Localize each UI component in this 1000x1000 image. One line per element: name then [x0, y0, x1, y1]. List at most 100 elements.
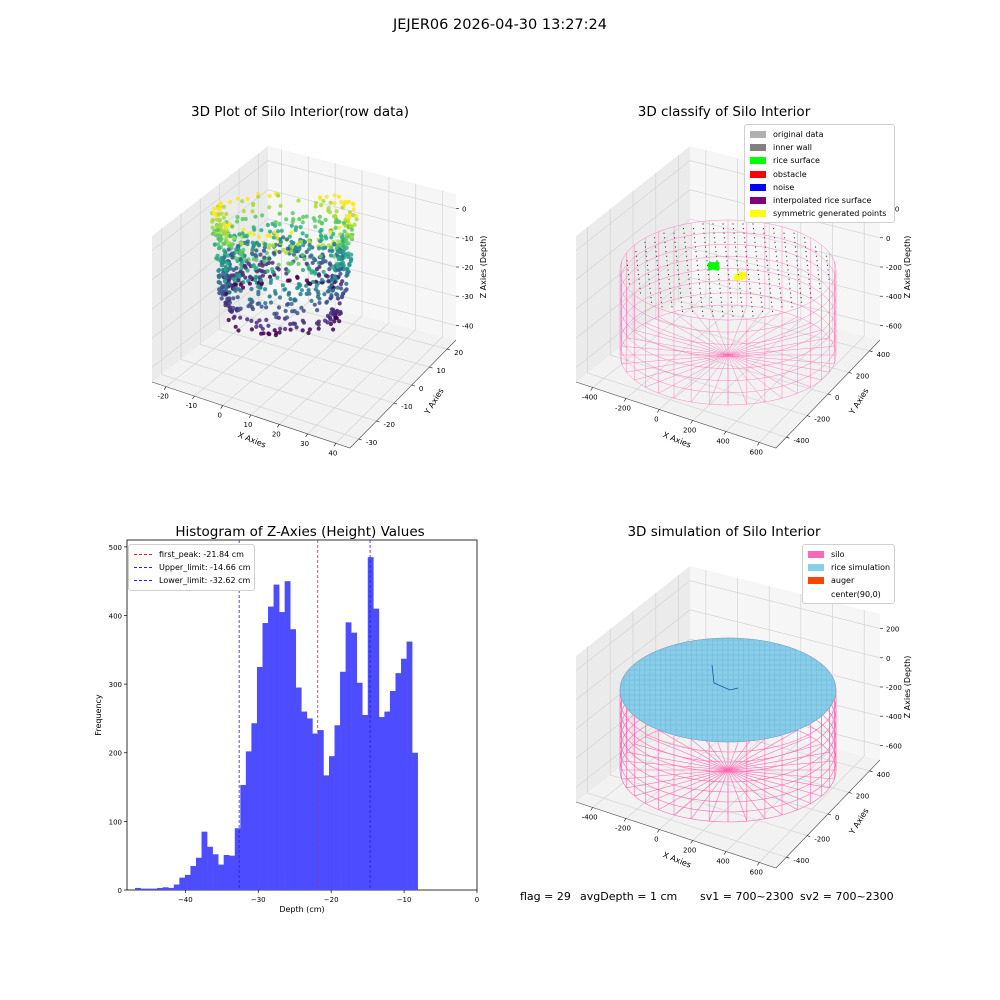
raw-point [224, 211, 229, 217]
surface-point [815, 255, 818, 257]
silo-spoke [727, 769, 811, 804]
grid-line [632, 191, 829, 395]
silo-spoke [626, 337, 729, 356]
surface-point [797, 274, 800, 276]
y-tick [848, 792, 852, 794]
raw-point [340, 235, 345, 240]
raw-point [214, 224, 220, 229]
raw-point [224, 275, 229, 280]
raw-point [313, 200, 319, 206]
raw-point [210, 217, 215, 222]
surface-point [637, 274, 640, 276]
surface-point [779, 292, 782, 294]
raw-point [236, 307, 241, 312]
raw-point [234, 266, 239, 271]
surface-point [695, 255, 698, 257]
histogram-bar [328, 756, 335, 890]
raw-point [325, 274, 330, 279]
surface-point [668, 278, 670, 280]
x-tick-label: 200 [683, 847, 696, 855]
surface-point [648, 283, 651, 285]
raw-point [277, 211, 282, 216]
symmetric-point [736, 277, 740, 281]
raw-point [329, 235, 334, 240]
raw-point [224, 223, 230, 229]
raw-point [331, 327, 336, 332]
y-tick [394, 402, 398, 405]
surface-point [692, 228, 695, 230]
raw-point [212, 242, 217, 247]
sv2-text: sv2 = 700~2300 [800, 890, 894, 903]
raw-point [240, 285, 246, 290]
surface-point [742, 228, 745, 230]
x-tick-label: −10 [397, 896, 412, 904]
surface-point [764, 246, 767, 248]
surface-point [777, 274, 780, 276]
raw-point [256, 194, 261, 199]
raw-point [262, 255, 267, 260]
histogram-bar [262, 623, 269, 890]
raw-point [226, 317, 231, 323]
histogram-bar [245, 751, 252, 890]
surface-point [788, 278, 790, 280]
interpolated-surface-points [626, 223, 830, 317]
surface-point [754, 241, 756, 243]
surface-point [654, 246, 657, 248]
legend-item-noise: noise [750, 181, 889, 194]
x-tick [248, 414, 252, 419]
surface-point [650, 301, 653, 303]
raw-point [241, 209, 246, 214]
y-tick-label: 400 [877, 771, 890, 779]
legend-item-obstacle: obstacle [750, 168, 889, 181]
raw-point [316, 272, 321, 277]
surface-point [680, 301, 683, 303]
raw-point [278, 239, 283, 244]
raw-point [327, 285, 332, 290]
silo-spoke [727, 354, 822, 381]
raw-point [290, 261, 295, 266]
raw-point [332, 319, 337, 324]
raw-point [300, 328, 305, 333]
y-tick [376, 420, 380, 423]
surface-point [715, 251, 717, 253]
surface-point [826, 264, 829, 266]
raw-point [223, 267, 228, 272]
surface-point [797, 269, 799, 271]
y-tick-label: 200 [856, 792, 869, 800]
legend-item-rice-surface: rice surface [750, 154, 889, 167]
surface-point [733, 232, 735, 234]
raw-point [294, 325, 299, 330]
classify-legend: original data inner wall rice surface ob… [744, 124, 895, 224]
surface-point [736, 264, 739, 266]
raw-point [304, 233, 309, 238]
raw-point [319, 277, 324, 282]
histogram-bar [212, 854, 219, 890]
surface-point [769, 292, 772, 294]
surface-point [732, 228, 735, 230]
surface-point [653, 237, 656, 239]
silo-spoke [708, 769, 729, 822]
raw-point [338, 232, 343, 237]
surface-point [679, 292, 682, 294]
surface-point [639, 287, 641, 289]
silo-spoke [727, 769, 830, 789]
raw-point [232, 286, 237, 291]
raw-point [254, 254, 259, 259]
silo-spoke [727, 743, 822, 771]
raw-point [253, 278, 258, 283]
simulation-legend: silo rice simulation auger center(90,0) [802, 544, 895, 604]
raw-point [335, 292, 340, 297]
grid-line [151, 277, 457, 368]
raw-point [314, 283, 319, 288]
raw-point [287, 234, 292, 239]
surface-point [628, 278, 630, 280]
raw-point [324, 194, 329, 199]
y-tick [411, 384, 415, 387]
surface-point [776, 264, 779, 266]
raw-point [307, 291, 312, 296]
rice-point [714, 267, 718, 271]
x-tick [163, 386, 167, 390]
histogram-bar [240, 785, 247, 890]
raw-point [276, 305, 282, 310]
surface-point [758, 283, 761, 285]
